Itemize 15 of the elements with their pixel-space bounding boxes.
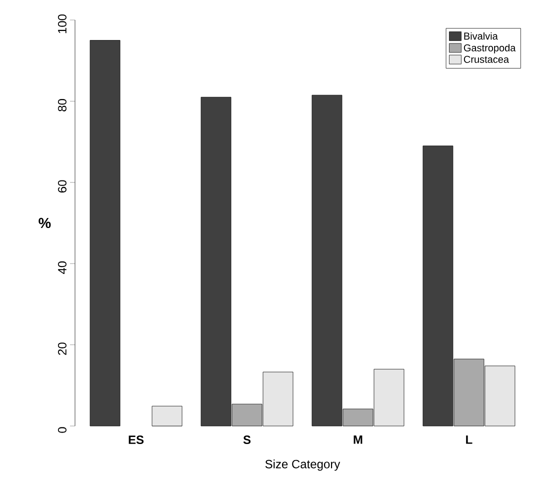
legend-label: Crustacea xyxy=(464,56,510,63)
x-tick-label: ES xyxy=(128,436,144,444)
y-tick-label: 60 xyxy=(58,180,66,192)
y-tick-label: 20 xyxy=(58,342,66,355)
legend-label: Bivalvia xyxy=(464,32,498,40)
y-tick-label: 0 xyxy=(58,427,66,433)
y-tick-label: 100 xyxy=(58,14,66,34)
y-axis-title: % xyxy=(38,218,51,228)
x-tick-label: S xyxy=(243,436,251,444)
y-tick-label: 80 xyxy=(58,98,66,112)
x-tick-label: M xyxy=(354,436,362,444)
x-tick-label: L xyxy=(466,436,472,444)
x-axis-title: Size Category xyxy=(265,460,340,471)
legend-label: Gastropoda xyxy=(464,44,516,54)
y-tick-label: 40 xyxy=(58,261,66,274)
